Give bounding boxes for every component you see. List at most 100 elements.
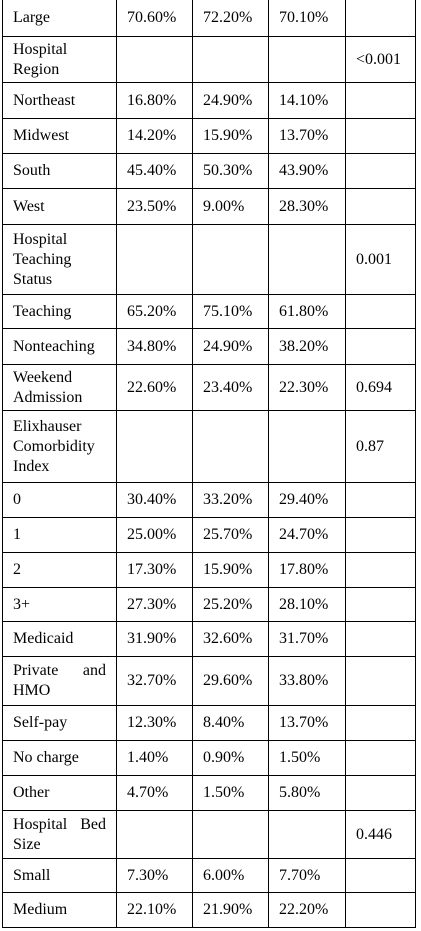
table-cell: 75.10% bbox=[192, 294, 269, 329]
table-cell: 1.50% bbox=[192, 775, 269, 811]
table-row: 1 25.00% 25.70% 24.70% bbox=[2, 517, 416, 553]
table-cell: 65.20% bbox=[116, 294, 193, 329]
table-cell bbox=[345, 656, 416, 706]
table-cell: 25.00% bbox=[116, 517, 193, 553]
table-cell: 22.30% bbox=[268, 364, 346, 411]
table-cell bbox=[192, 224, 269, 295]
table-cell: 7.70% bbox=[268, 858, 346, 893]
table-cell: 15.90% bbox=[192, 552, 269, 588]
table-row: Nonteaching 34.80% 24.90% 38.20% bbox=[2, 328, 416, 365]
table-cell: 30.40% bbox=[116, 482, 193, 518]
table-cell bbox=[345, 328, 416, 365]
table-cell: <0.001 bbox=[345, 36, 416, 83]
table-cell: 16.80% bbox=[116, 82, 193, 119]
table-cell: 0.90% bbox=[192, 740, 269, 776]
table-cell: 17.30% bbox=[116, 552, 193, 588]
table-row: Weekend Admission 22.60% 23.40% 22.30% 0.694 bbox=[2, 364, 416, 411]
row-label: Teaching bbox=[2, 294, 117, 329]
table-row: Northeast 16.80% 24.90% 14.10% bbox=[2, 82, 416, 119]
table-cell: 32.70% bbox=[116, 656, 193, 706]
table-cell: 70.60% bbox=[116, 0, 193, 37]
table-cell bbox=[268, 410, 346, 483]
table-row: Hospital Region <0.001 bbox=[2, 36, 416, 83]
row-label: 2 bbox=[2, 552, 117, 588]
table-cell: 24.90% bbox=[192, 82, 269, 119]
table-cell bbox=[192, 36, 269, 83]
table-cell: 24.90% bbox=[192, 328, 269, 365]
row-label: No charge bbox=[2, 740, 117, 776]
table-cell: 38.20% bbox=[268, 328, 346, 365]
table-row: South 45.40% 50.30% 43.90% bbox=[2, 153, 416, 189]
table-row: Hospital Bed Size 0.446 bbox=[2, 810, 416, 859]
table-cell: 34.80% bbox=[116, 328, 193, 365]
row-label: Weekend Admission bbox=[2, 364, 117, 411]
row-label: Hospital Teaching Status bbox=[2, 224, 117, 295]
table-row: Teaching 65.20% 75.10% 61.80% bbox=[2, 294, 416, 329]
table-cell bbox=[345, 552, 416, 588]
table-row: 3+ 27.30% 25.20% 28.10% bbox=[2, 587, 416, 622]
table-cell bbox=[345, 517, 416, 553]
table-cell bbox=[116, 224, 193, 295]
row-label: Midwest bbox=[2, 118, 117, 154]
table-row: Elixhauser Comorbidity Index 0.87 bbox=[2, 410, 416, 483]
table-cell: 21.90% bbox=[192, 892, 269, 928]
table-cell: 14.10% bbox=[268, 82, 346, 119]
row-label: Small bbox=[2, 858, 117, 893]
table-row: Medium 22.10% 21.90% 22.20% bbox=[2, 892, 416, 928]
table-row: Other 4.70% 1.50% 5.80% bbox=[2, 775, 416, 811]
table-row: Small 7.30% 6.00% 7.70% bbox=[2, 858, 416, 893]
table-cell: 13.70% bbox=[268, 705, 346, 741]
table-cell bbox=[192, 810, 269, 859]
row-label: 0 bbox=[2, 482, 117, 518]
table-cell: 15.90% bbox=[192, 118, 269, 154]
table-cell: 14.20% bbox=[116, 118, 193, 154]
table-cell bbox=[345, 587, 416, 622]
row-label: 3+ bbox=[2, 587, 117, 622]
row-label: Medium bbox=[2, 892, 117, 928]
table-cell: 1.40% bbox=[116, 740, 193, 776]
table-cell: 28.10% bbox=[268, 587, 346, 622]
table-row: No charge 1.40% 0.90% 1.50% bbox=[2, 740, 416, 776]
table-cell: 0.87 bbox=[345, 410, 416, 483]
row-label: Medicaid bbox=[2, 621, 117, 657]
table-cell bbox=[268, 810, 346, 859]
table-cell: 31.90% bbox=[116, 621, 193, 657]
row-label: Elixhauser Comorbidity Index bbox=[2, 410, 117, 483]
table-cell: 31.70% bbox=[268, 621, 346, 657]
row-label: Private and HMO bbox=[2, 656, 117, 706]
table-row: Self-pay 12.30% 8.40% 13.70% bbox=[2, 705, 416, 741]
table-cell: 43.90% bbox=[268, 153, 346, 189]
table-cell: 33.80% bbox=[268, 656, 346, 706]
table-cell bbox=[116, 810, 193, 859]
table-cell: 23.50% bbox=[116, 188, 193, 225]
table-cell: 28.30% bbox=[268, 188, 346, 225]
table-cell bbox=[345, 775, 416, 811]
table-cell bbox=[116, 410, 193, 483]
table-cell bbox=[345, 705, 416, 741]
row-label: Hospital Region bbox=[2, 36, 117, 83]
row-label: Northeast bbox=[2, 82, 117, 119]
table-cell: 61.80% bbox=[268, 294, 346, 329]
table-cell: 25.70% bbox=[192, 517, 269, 553]
table-cell: 50.30% bbox=[192, 153, 269, 189]
table-cell: 27.30% bbox=[116, 587, 193, 622]
table-cell: 24.70% bbox=[268, 517, 346, 553]
table-row: Midwest 14.20% 15.90% 13.70% bbox=[2, 118, 416, 154]
row-label: West bbox=[2, 188, 117, 225]
table-cell: 70.10% bbox=[268, 0, 346, 37]
table-row: Hospital Teaching Status 0.001 bbox=[2, 224, 416, 295]
table-cell bbox=[345, 188, 416, 225]
table-cell bbox=[268, 224, 346, 295]
table-cell: 0.001 bbox=[345, 224, 416, 295]
table-cell: 8.40% bbox=[192, 705, 269, 741]
table-cell: 22.10% bbox=[116, 892, 193, 928]
row-label: Other bbox=[2, 775, 117, 811]
row-label: Nonteaching bbox=[2, 328, 117, 365]
table-cell bbox=[345, 153, 416, 189]
table-cell bbox=[268, 36, 346, 83]
table-row: Medicaid 31.90% 32.60% 31.70% bbox=[2, 621, 416, 657]
table-cell: 4.70% bbox=[116, 775, 193, 811]
table-cell bbox=[345, 294, 416, 329]
table-cell: 22.60% bbox=[116, 364, 193, 411]
